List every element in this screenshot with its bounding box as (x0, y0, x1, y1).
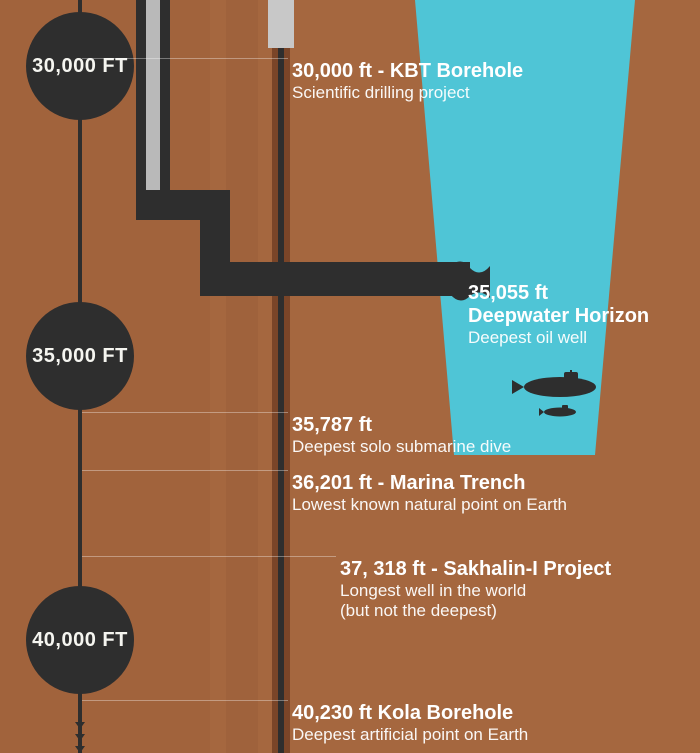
oilwell-vertical-inner (146, 0, 160, 198)
depth-marker: 40,000 FT (26, 586, 134, 694)
entry-sub: Deepest oil well (468, 328, 649, 348)
tick-line (82, 412, 288, 413)
depth-label: 35,000 FT (32, 345, 128, 368)
depth-label: 40,000 FT (32, 629, 128, 652)
submarine-icon (538, 404, 578, 417)
chevron-down-icon (75, 734, 85, 741)
depth-marker: 35,000 FT (26, 302, 134, 410)
tick-line (82, 470, 288, 471)
entry-heading: 30,000 ft - KBT Borehole (292, 60, 523, 83)
borehole-below-inner (278, 0, 284, 753)
entry-heading: 35,055 ft (468, 282, 649, 305)
tick-line (82, 58, 288, 59)
entry-heading: Deepwater Horizon (468, 305, 649, 328)
entry-heading: 36,201 ft - Marina Trench (292, 472, 567, 495)
entry-solosub: 35,787 ft Deepest solo submarine dive (292, 414, 511, 457)
tick-line (82, 556, 336, 557)
entry-sub: Lowest known natural point on Earth (292, 495, 567, 515)
casing-top (268, 0, 294, 48)
entry-heading: 37, 318 ft - Sakhalin-I Project (340, 558, 611, 581)
entry-heading: 40,230 ft Kola Borehole (292, 702, 528, 725)
entry-kbt: 30,000 ft - KBT Borehole Scientific dril… (292, 60, 523, 103)
submarine-icon (510, 370, 600, 398)
chevron-down-icon (75, 746, 85, 753)
entry-kola: 40,230 ft Kola Borehole Deepest artifici… (292, 702, 528, 745)
entry-sub: Deepest artificial point on Earth (292, 725, 528, 745)
entry-deepwater: 35,055 ft Deepwater Horizon Deepest oil … (468, 282, 649, 348)
bg-strip (226, 0, 258, 753)
entry-sakhalin: 37, 318 ft - Sakhalin-I Project Longest … (340, 558, 611, 622)
entry-sub: (but not the deepest) (340, 601, 611, 621)
entry-sub: Scientific drilling project (292, 83, 523, 103)
entry-mariana: 36,201 ft - Marina Trench Lowest known n… (292, 472, 567, 515)
entry-heading: 35,787 ft (292, 414, 511, 437)
tick-line (82, 700, 288, 701)
entry-sub: Deepest solo submarine dive (292, 437, 511, 457)
depth-marker: 30,000 FT (26, 12, 134, 120)
chevron-down-icon (75, 722, 85, 729)
entry-sub: Longest well in the world (340, 581, 611, 601)
